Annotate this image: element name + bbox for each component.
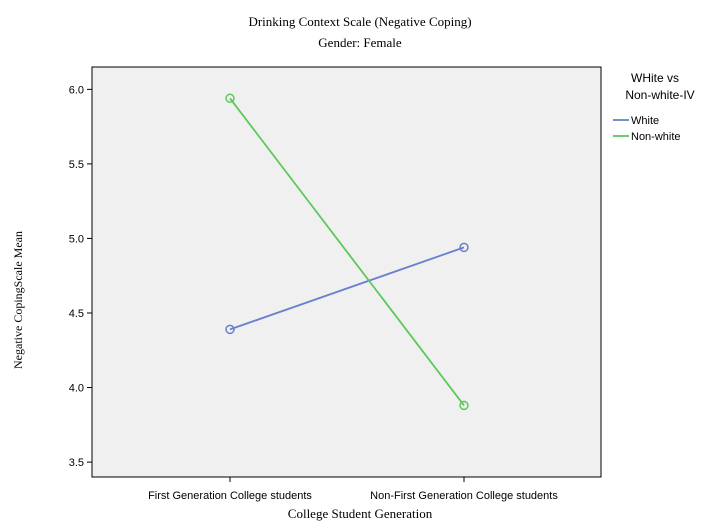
- y-tick-label: 5.5: [69, 159, 84, 171]
- y-tick-label: 4.5: [69, 308, 84, 320]
- y-tick-label: 4.0: [69, 383, 84, 395]
- chart-subtitle: Gender: Female: [318, 35, 402, 50]
- legend-title-line-1: WHite vs: [631, 71, 679, 85]
- data-point-non-white-0: [225, 93, 235, 104]
- x-tick-label: First Generation College students: [148, 490, 312, 502]
- y-tick-label: 6.0: [69, 84, 84, 96]
- legend-title-line-2: Non-white-IV: [625, 88, 694, 102]
- legend: WHite vs Non-white-IV White Non-white: [613, 71, 695, 143]
- y-axis: 3.5 4.0 4.5 5.0 5.5 6.0: [69, 84, 92, 469]
- x-tick-label: Non-First Generation College students: [370, 490, 558, 502]
- plot-area: [91, 66, 602, 478]
- y-tick-label: 3.5: [69, 457, 84, 469]
- data-point-non-white-1: [459, 400, 469, 411]
- series-line-non-white: [229, 97, 465, 406]
- chart-title: Drinking Context Scale (Negative Coping): [248, 14, 471, 29]
- series-line-white: [229, 246, 465, 331]
- y-tick-label: 5.0: [69, 233, 84, 245]
- data-point-white-0: [225, 324, 235, 335]
- x-axis: First Generation College students Non-Fir…: [148, 477, 558, 502]
- x-axis-label: College Student Generation: [288, 506, 433, 521]
- series-layer: [225, 93, 469, 411]
- y-axis-label: Negative CopingScale Mean: [11, 231, 25, 369]
- legend-label: White: [631, 115, 659, 127]
- data-point-white-1: [459, 242, 469, 253]
- legend-label: Non-white: [631, 131, 681, 143]
